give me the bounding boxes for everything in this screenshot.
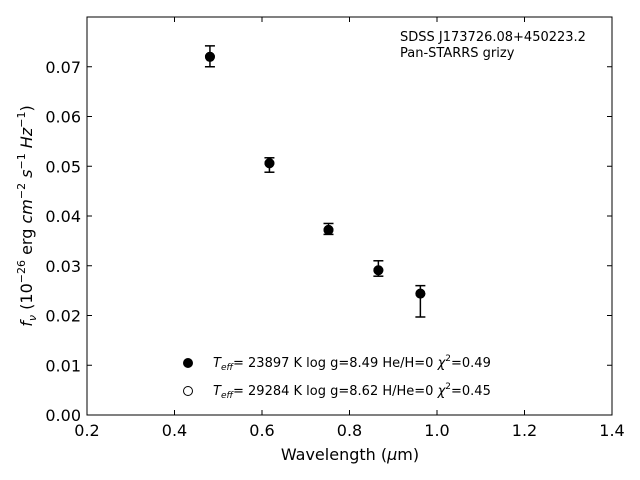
x-tick-label: 0.2 <box>74 421 99 440</box>
annotation-survey: Pan-STARRS grizy <box>400 46 515 61</box>
legend-entry-1: Teff= 23897 K log g=8.49 He/H=0 χ2=0.49 <box>213 354 491 373</box>
data-point <box>373 265 384 276</box>
y-tick-label: 0.05 <box>45 157 81 176</box>
data-point <box>415 288 426 299</box>
x-tick-label: 1.2 <box>512 421 537 440</box>
plot-area: 0.2 0.4 0.6 0.8 1.0 1.2 1.4 0.00 0.01 0.02 0.03 0.0… <box>45 17 625 440</box>
legend-marker-open <box>183 386 193 396</box>
y-tick-label: 0.02 <box>45 307 81 326</box>
annotation-object: SDSS J173726.08+450223.2 <box>400 30 586 45</box>
y-tick-label: 0.04 <box>45 207 81 226</box>
data-point <box>264 158 275 169</box>
legend-marker-filled <box>183 358 193 368</box>
legend: Teff= 23897 K log g=8.49 He/H=0 χ2=0.49 … <box>183 354 491 401</box>
y-tick-label: 0.00 <box>45 406 81 425</box>
plot-frame <box>86 16 613 416</box>
data-point <box>204 51 215 62</box>
x-tick-label: 0.8 <box>337 421 362 440</box>
x-tick-label: 1.0 <box>424 421 449 440</box>
legend-entry-2: Teff= 29284 K log g=8.62 H/He=0 χ2=0.45 <box>213 382 491 401</box>
x-tick-label: 1.4 <box>599 421 624 440</box>
x-tick-label: 0.4 <box>162 421 187 440</box>
y-tick-label: 0.01 <box>45 356 81 375</box>
x-tick-label: 0.6 <box>249 421 274 440</box>
y-axis-label: fν (10−26 erg cm−2 s−1 Hz−1) <box>15 105 39 326</box>
data-point <box>323 224 334 235</box>
x-axis-label: Wavelength (μm) <box>281 445 419 464</box>
y-tick-label: 0.03 <box>45 257 81 276</box>
y-tick-label: 0.06 <box>45 108 81 127</box>
y-tick-label: 0.07 <box>45 58 81 77</box>
